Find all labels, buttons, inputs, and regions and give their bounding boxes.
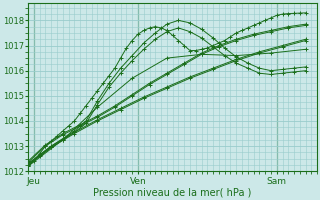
X-axis label: Pression niveau de la mer( hPa ): Pression niveau de la mer( hPa ) [93, 187, 252, 197]
